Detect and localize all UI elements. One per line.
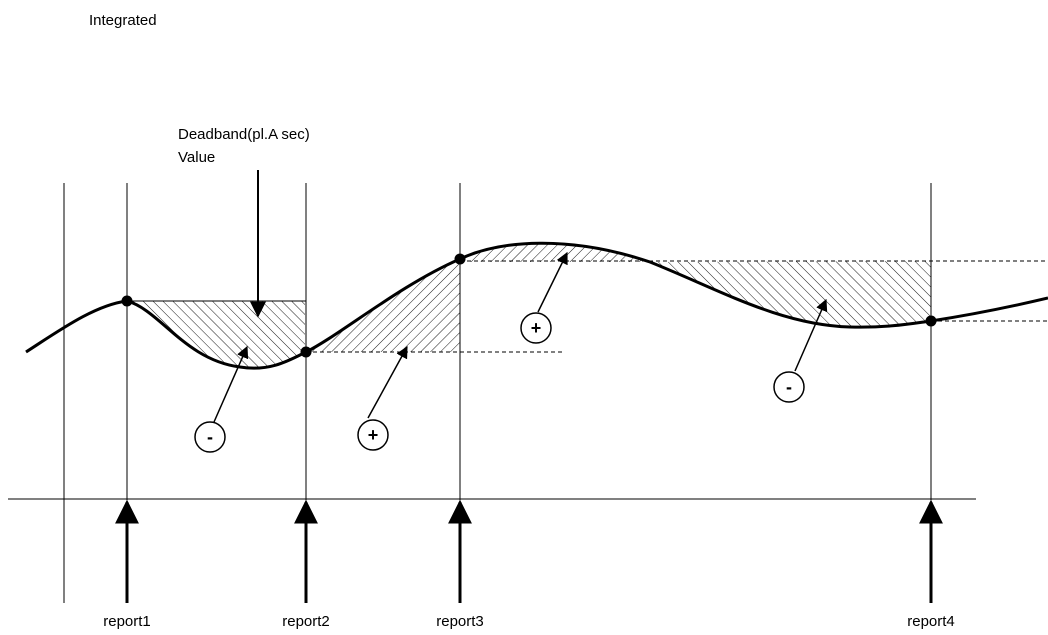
report2-label: report2 [282, 613, 330, 630]
report-point-4 [925, 315, 937, 327]
report-point-3 [454, 253, 466, 265]
value-curve [25, 241, 1048, 370]
hatch-region-1 [127, 301, 305, 369]
hatch-region-4 [650, 261, 931, 328]
hatch-region-3 [460, 243, 650, 262]
report1-label: report1 [103, 613, 151, 630]
pointer-arrow-minus-2 [794, 298, 828, 372]
pointer-arrow-plus-2 [537, 251, 568, 313]
plus-sign-2: + [520, 312, 552, 344]
report-point-1 [121, 295, 133, 307]
report4-label: report4 [907, 613, 955, 630]
plus-sign-2-label: + [531, 318, 542, 338]
deadband-label: Deadband(pl.A sec) [178, 126, 310, 143]
diagram-title: Integrated [89, 12, 157, 29]
value-label: Value [178, 149, 215, 166]
minus-sign-2: - [773, 371, 805, 403]
plus-sign-1-label: + [368, 425, 379, 445]
minus-sign-1: - [194, 421, 226, 453]
pointer-arrow-plus-1 [367, 345, 408, 419]
report-point-2 [300, 346, 312, 358]
report3-label: report3 [436, 613, 484, 630]
pointer-arrow-minus-1 [213, 345, 249, 423]
minus-sign-2-label: - [786, 377, 792, 397]
plus-sign-1: + [357, 419, 389, 451]
minus-sign-1-label: - [207, 427, 213, 447]
